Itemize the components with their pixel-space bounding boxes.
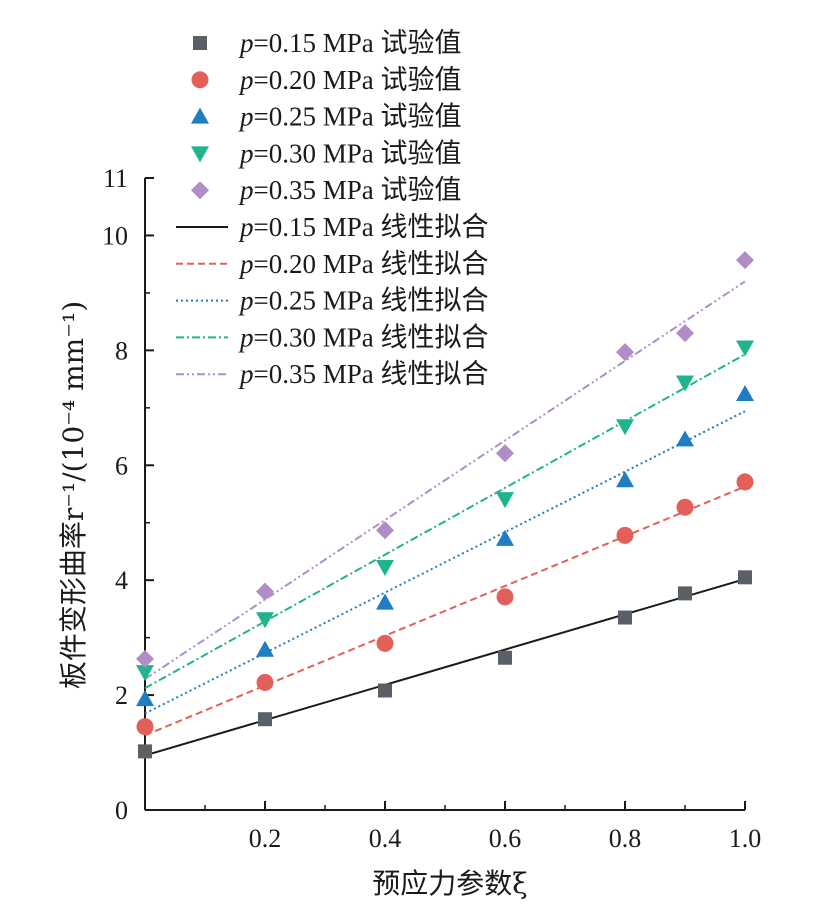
legend-marker bbox=[191, 146, 209, 163]
y-axis-title: 板件变形曲率r⁻¹/(10⁻⁴ mm⁻¹) bbox=[57, 301, 90, 689]
legend-label: p=0.20 MPa 线性拟合 bbox=[238, 249, 488, 279]
data-point bbox=[616, 526, 634, 544]
data-point bbox=[496, 529, 514, 546]
data-point bbox=[736, 251, 754, 270]
data-point bbox=[738, 570, 752, 585]
data-point bbox=[256, 673, 274, 691]
y-tick-label: 4 bbox=[115, 566, 128, 595]
data-point bbox=[736, 385, 754, 402]
legend-label: p=0.35 MPa 试验值 bbox=[238, 175, 461, 205]
x-tick-label: 1.0 bbox=[729, 824, 762, 853]
fit-line bbox=[144, 485, 746, 737]
y-tick-label: 2 bbox=[115, 681, 128, 710]
data-point bbox=[376, 593, 394, 610]
data-point bbox=[378, 683, 392, 698]
legend: p=0.15 MPa 试验值 p=0.20 MPa 试验值 p=0.25 MPa 试… bbox=[176, 28, 488, 389]
data-point bbox=[258, 712, 272, 727]
data-point bbox=[376, 634, 394, 652]
data-point bbox=[736, 473, 754, 491]
legend-marker bbox=[191, 71, 209, 89]
data-point bbox=[496, 588, 514, 606]
y-tick-label: 10 bbox=[102, 221, 128, 250]
ticks: 0 2 4 6 8 10 11 0.2 0.4 0.6 0.8 1.0 bbox=[102, 164, 761, 853]
fit-line bbox=[144, 410, 746, 715]
data-point bbox=[136, 718, 154, 736]
data-point bbox=[138, 744, 152, 759]
fit-line bbox=[144, 353, 746, 690]
x-tick-label: 0.6 bbox=[489, 824, 522, 853]
data-point bbox=[136, 649, 154, 668]
x-tick-label: 0.2 bbox=[249, 824, 282, 853]
data-point bbox=[256, 612, 274, 629]
legend-label: p=0.35 MPa 线性拟合 bbox=[238, 359, 488, 389]
data-point bbox=[676, 498, 694, 516]
legend-label: p=0.25 MPa 试验值 bbox=[238, 102, 461, 132]
data-point bbox=[676, 324, 694, 343]
fit-lines bbox=[144, 280, 746, 757]
fit-line bbox=[144, 280, 746, 680]
legend-label: p=0.30 MPa 线性拟合 bbox=[238, 322, 488, 352]
data-point bbox=[376, 559, 394, 576]
y-tick-label: 8 bbox=[115, 336, 128, 365]
legend-label: p=0.30 MPa 试验值 bbox=[238, 138, 461, 168]
data-point bbox=[676, 430, 694, 447]
y-tick-label: 0 bbox=[115, 796, 128, 825]
legend-marker bbox=[191, 181, 209, 200]
x-tick-label: 0.4 bbox=[369, 824, 402, 853]
data-point bbox=[616, 471, 634, 488]
legend-label: p=0.15 MPa 线性拟合 bbox=[238, 212, 488, 242]
data-point bbox=[498, 650, 512, 665]
data-point bbox=[496, 492, 514, 509]
legend-label: p=0.15 MPa 试验值 bbox=[238, 28, 461, 58]
legend-marker bbox=[193, 36, 207, 50]
data-point bbox=[618, 610, 632, 625]
data-point bbox=[736, 340, 754, 357]
data-point bbox=[256, 582, 274, 601]
data-point bbox=[376, 521, 394, 540]
data-point bbox=[678, 586, 692, 601]
data-point bbox=[136, 690, 154, 707]
data-point bbox=[616, 419, 634, 436]
fit-line bbox=[144, 578, 746, 757]
data-points bbox=[136, 251, 754, 759]
data-point bbox=[136, 665, 154, 682]
legend-label: p=0.20 MPa 试验值 bbox=[238, 65, 461, 95]
x-tick-label: 0.8 bbox=[609, 824, 642, 853]
y-tick-label: 11 bbox=[103, 164, 128, 193]
data-point bbox=[256, 640, 274, 657]
legend-label: p=0.25 MPa 线性拟合 bbox=[238, 286, 488, 316]
data-point bbox=[496, 444, 514, 463]
legend-marker bbox=[191, 107, 209, 124]
y-tick-label: 6 bbox=[115, 451, 128, 480]
data-point bbox=[616, 343, 634, 362]
data-point bbox=[676, 375, 694, 392]
x-axis-title: 预应力参数ξ bbox=[372, 867, 527, 900]
